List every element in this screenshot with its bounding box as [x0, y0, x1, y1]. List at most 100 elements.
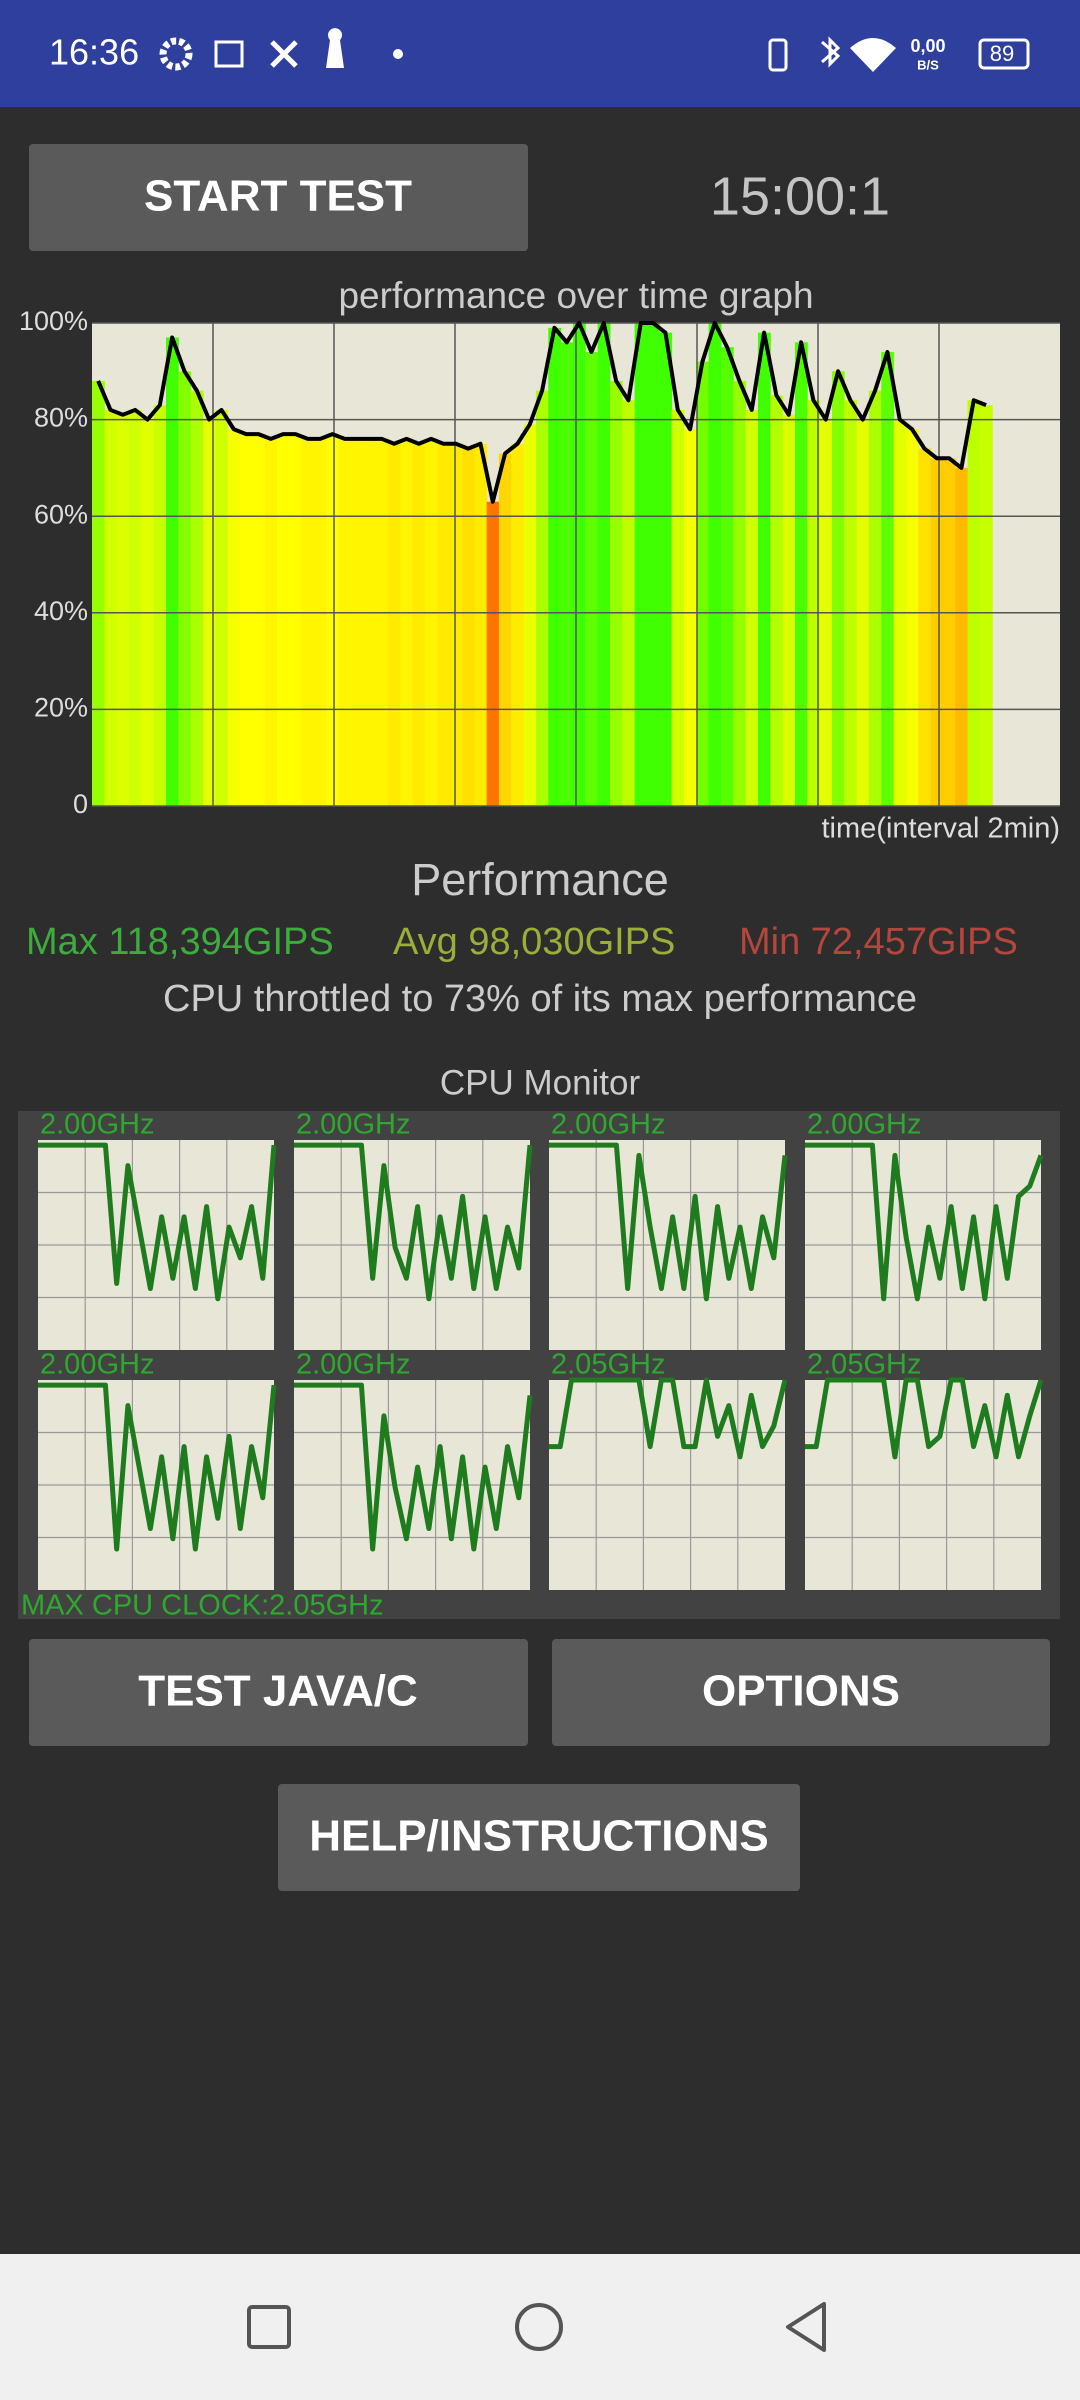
vibrate-icon [768, 38, 788, 72]
help-button[interactable] [278, 1784, 800, 1891]
bar [844, 400, 858, 806]
bar [942, 458, 956, 806]
cpu-cores: 2.00GHz 2.00GHz 2.00GHz 2.00GHz 2.00GHz 2.00G… [38, 1109, 1044, 1590]
bar [523, 424, 537, 806]
battery-level: 89 [990, 41, 1014, 66]
throttle-summary: CPU throttled to 73% of its max performa… [163, 978, 917, 1020]
avg-performance: Avg 98,030GIPS [393, 921, 675, 963]
bar [683, 429, 697, 806]
bar [412, 443, 426, 806]
core-chart: 2.05GHz [805, 1349, 1044, 1590]
bar [671, 409, 685, 806]
min-performance: Min 72,457GIPS [739, 921, 1018, 963]
core-chart: 2.00GHz [805, 1109, 1044, 1350]
bar [609, 380, 623, 806]
core-frequency: 2.00GHz [40, 1349, 154, 1381]
x-axis-label: time(interval 2min) [822, 813, 1061, 845]
options-button-label[interactable]: OPTIONS [702, 1667, 900, 1716]
recents-button[interactable] [247, 2305, 291, 2349]
core-chart: 2.00GHz [549, 1109, 788, 1350]
bluetooth-icon [821, 36, 841, 68]
core-frequency: 2.00GHz [296, 1349, 410, 1381]
graph-title: performance over time graph [338, 275, 813, 316]
bar [585, 351, 599, 806]
settings-icon [159, 37, 193, 71]
bar [770, 395, 784, 806]
bar [350, 438, 364, 806]
max-performance: Max 118,394GIPS [26, 921, 334, 963]
back-button[interactable] [786, 2302, 826, 2352]
performance-heading: Performance [411, 854, 669, 905]
home-button[interactable] [515, 2303, 563, 2351]
cast-icon [214, 40, 244, 68]
core-frequency: 2.05GHz [807, 1349, 921, 1381]
bar [622, 400, 636, 806]
core-frequency: 2.05GHz [551, 1349, 665, 1381]
bar [868, 390, 882, 806]
core-chart: 2.00GHz [294, 1109, 533, 1350]
bar [955, 467, 969, 806]
cpu-monitor-title: CPU Monitor [440, 1063, 641, 1102]
bar [461, 448, 475, 806]
bar [757, 332, 771, 806]
bar [104, 409, 118, 806]
bar [474, 443, 488, 806]
bar [153, 405, 167, 806]
timer: 15:00:1 [710, 166, 890, 226]
core-chart: 2.00GHz [38, 1109, 277, 1350]
max-cpu-clock: MAX CPU CLOCK:2.05GHz [21, 1590, 384, 1622]
bar [535, 390, 549, 806]
dot-icon [393, 49, 403, 59]
bar [313, 438, 327, 806]
clock: 16:36 [49, 32, 139, 73]
bar [486, 501, 500, 806]
bar [498, 453, 512, 806]
bar [967, 400, 981, 806]
start-button[interactable] [29, 144, 528, 251]
bar [252, 434, 266, 806]
bar [634, 323, 648, 806]
y-tick-label: 80% [34, 403, 88, 433]
net-speed: 0,00 [910, 36, 945, 56]
bar [338, 438, 352, 806]
options-button[interactable] [552, 1639, 1050, 1746]
bar [708, 323, 722, 806]
bar [239, 434, 253, 806]
bar [387, 443, 401, 806]
bar [178, 371, 192, 806]
test-button-label[interactable]: TEST JAVA/C [138, 1667, 418, 1716]
core-line [805, 1142, 1044, 1302]
start-button-label[interactable]: START TEST [144, 172, 412, 221]
bar [794, 342, 808, 806]
bar [227, 429, 241, 806]
core-frequency: 2.00GHz [807, 1109, 921, 1141]
bar [881, 351, 895, 806]
wifi-icon [850, 38, 896, 72]
y-tick-label: 40% [34, 596, 88, 626]
bar [165, 337, 179, 806]
bar [276, 434, 290, 806]
plot: 0 20% 40% 60% 80% 100% [19, 306, 1060, 819]
bar [572, 323, 586, 806]
bar [92, 380, 105, 806]
bar [782, 414, 796, 806]
test-button[interactable] [29, 1639, 528, 1746]
bar [400, 438, 414, 806]
help-button-label[interactable]: HELP/INSTRUCTIONS [309, 1812, 769, 1861]
bar [548, 327, 562, 806]
core-line [38, 1142, 277, 1302]
core-frequency: 2.00GHz [296, 1109, 410, 1141]
performance-line [96, 321, 987, 504]
bar [807, 400, 821, 806]
core-chart: 2.05GHz [549, 1349, 788, 1590]
y-tick-label: 20% [34, 693, 88, 723]
bar [437, 443, 451, 806]
bar [301, 438, 315, 806]
core-frequency: 2.00GHz [40, 1109, 154, 1141]
y-tick-label: 0 [73, 789, 88, 819]
battery-icon [978, 38, 1030, 70]
bar [424, 438, 438, 806]
net-unit: B/S [917, 57, 939, 72]
